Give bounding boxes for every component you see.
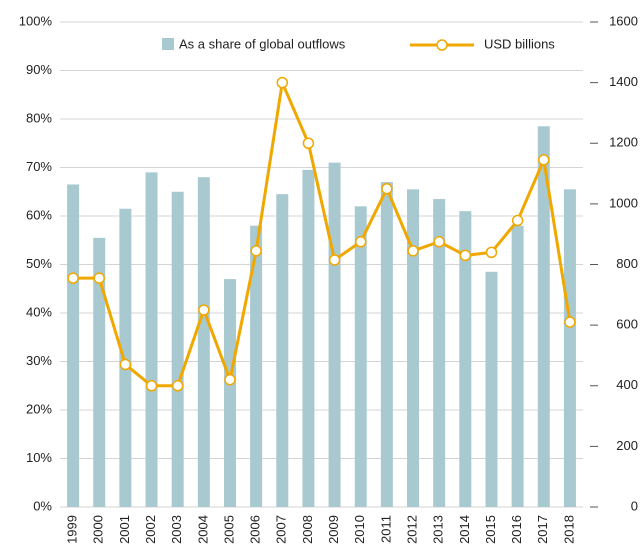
y-tick-label: 50%: [26, 256, 52, 271]
bar: [407, 189, 420, 507]
y2-tick-label: 600: [616, 317, 638, 332]
y2-tick-label: 400: [616, 377, 638, 392]
legend-label: As a share of global outflows: [179, 36, 346, 51]
bar: [380, 182, 393, 508]
x-tick-label: 2007: [274, 515, 289, 544]
legend-label: USD billions: [484, 36, 555, 51]
point: [119, 358, 132, 371]
y-tick-label: 10%: [26, 450, 52, 465]
point: [511, 214, 524, 227]
point: [381, 182, 393, 195]
point: [145, 380, 158, 392]
y-tick-label: 90%: [26, 62, 52, 77]
legend-bar-swatch: [162, 38, 174, 50]
bar: [67, 184, 80, 507]
point: [407, 245, 419, 257]
legend-point-swatch: [436, 39, 448, 51]
y2-tick-label: 0: [631, 498, 638, 513]
point: [485, 246, 498, 259]
y-tick-label: 80%: [26, 110, 52, 125]
bar: [250, 225, 263, 507]
x-tick-label: 1999: [65, 515, 80, 544]
point: [250, 245, 262, 257]
point: [328, 254, 341, 266]
x-tick-label: 2001: [117, 515, 132, 544]
x-tick-label: 2009: [326, 515, 341, 544]
point: [354, 236, 367, 248]
bar: [511, 225, 524, 507]
point: [171, 380, 184, 392]
point: [67, 272, 79, 284]
x-tick-label: 2000: [91, 515, 106, 544]
bar: [223, 279, 236, 507]
y2-tick-label: 1600: [609, 13, 638, 28]
point: [564, 316, 576, 328]
y2-tick-label: 1000: [609, 195, 638, 210]
x-tick-label: 2010: [352, 515, 367, 544]
x-tick-label: 2015: [483, 515, 498, 544]
x-tick-label: 2017: [535, 515, 550, 544]
x-tick-label: 2014: [457, 515, 472, 544]
bar: [93, 237, 106, 507]
y-tick-label: 100%: [19, 13, 53, 28]
bar: [171, 191, 184, 507]
bar: [276, 194, 289, 508]
point: [224, 373, 236, 386]
y2-tick-label: 1400: [609, 74, 638, 89]
x-tick-label: 2011: [378, 515, 393, 543]
y-tick-label: 60%: [26, 207, 52, 222]
point: [276, 76, 289, 89]
bar: [563, 189, 576, 507]
bar: [485, 271, 498, 507]
bar: [145, 172, 158, 507]
x-tick-label: 2003: [169, 515, 184, 544]
bar: [354, 206, 367, 508]
bar: [433, 199, 446, 507]
y-tick-label: 30%: [26, 353, 52, 368]
y2-tick-label: 800: [616, 256, 638, 271]
y-tick-label: 0%: [33, 498, 52, 513]
point: [538, 154, 550, 166]
bar: [459, 211, 472, 507]
bar: [197, 177, 210, 507]
bar: [302, 169, 315, 508]
x-tick-label: 2012: [404, 515, 419, 544]
bar: [537, 126, 550, 508]
y-tick-label: 40%: [26, 304, 52, 319]
x-tick-label: 2013: [431, 515, 446, 544]
x-tick-label: 2002: [143, 515, 158, 544]
x-tick-label: 2008: [300, 515, 315, 544]
x-tick-label: 2004: [195, 515, 210, 544]
point: [302, 137, 315, 149]
x-tick-label: 2016: [509, 515, 524, 544]
y2-tick-label: 200: [616, 438, 638, 453]
y2-tick-label: 1200: [609, 135, 638, 150]
x-tick-label: 2005: [221, 515, 236, 544]
y-tick-label: 20%: [26, 401, 52, 416]
bar: [328, 162, 341, 507]
point: [459, 249, 472, 262]
point: [198, 304, 210, 316]
point: [93, 272, 105, 284]
x-tick-label: 2018: [561, 515, 576, 544]
point: [433, 236, 445, 248]
bar: [119, 208, 132, 507]
y-tick-label: 70%: [26, 159, 52, 174]
x-tick-label: 2006: [248, 515, 263, 544]
